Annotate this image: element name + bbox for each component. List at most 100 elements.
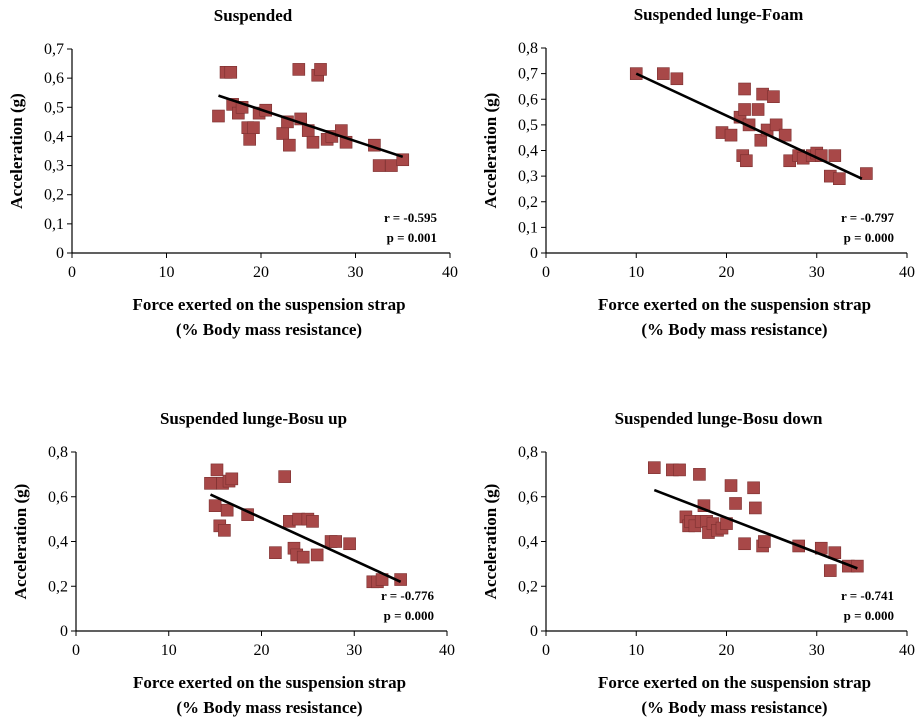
trend-line (218, 94, 404, 159)
chart-panel-1: Suspended 0 0,1 0,2 0,3 0,4 0,5 0,6 0,7 0 10 20 30 40… (7, 6, 458, 339)
data-point (306, 515, 319, 528)
x-tick-label: 10 (159, 264, 175, 281)
r-value-label: r = -0.741 (841, 588, 894, 603)
y-tick-label: 0,6 (518, 489, 538, 506)
p-value-label: p = 0.001 (387, 230, 437, 245)
data-point (276, 127, 290, 140)
data-point (778, 128, 792, 142)
y-axis-title: Acceleration (g) (7, 93, 26, 209)
y-tick-label: 0,1 (518, 219, 538, 236)
data-point (860, 167, 873, 180)
y-tick-label: 0,2 (44, 187, 64, 204)
data-point (385, 159, 398, 172)
trend-line (635, 72, 863, 180)
y-tick-label: 0,1 (44, 216, 64, 233)
data-point (225, 472, 239, 486)
x-tick-label: 20 (253, 264, 269, 281)
y-axis-title: Acceleration (g) (481, 93, 500, 209)
data-point (754, 133, 768, 147)
y-tick-label: 0,8 (48, 444, 68, 461)
data-point (283, 138, 296, 152)
y-tick-label: 0,3 (44, 158, 64, 175)
x-tick-label: 10 (628, 264, 644, 281)
y-tick-label: 0,8 (518, 444, 538, 461)
x-tick-label: 30 (809, 642, 825, 659)
x-tick-label: 30 (809, 264, 825, 281)
y-tick-label: 0,2 (518, 578, 538, 595)
y-tick-label: 0,6 (518, 91, 538, 108)
chart-title: Suspended lunge-Bosu up (160, 409, 347, 428)
data-point (292, 63, 306, 76)
x-tick-label: 0 (72, 642, 80, 659)
data-point (767, 90, 780, 103)
y-tick-label: 0,4 (48, 534, 68, 551)
x-tick-label: 20 (719, 264, 735, 281)
data-point (758, 535, 771, 548)
data-point (740, 154, 753, 168)
chart-title: Suspended (214, 6, 293, 25)
data-point (218, 524, 231, 537)
data-point (647, 461, 661, 474)
data-point (243, 133, 256, 146)
data-point (833, 172, 846, 185)
y-axis-title: Acceleration (g) (11, 484, 30, 600)
chart-title: Suspended lunge-Bosu down (615, 409, 823, 428)
data-point (823, 564, 837, 577)
data-point (329, 535, 343, 548)
p-value-label: p = 0.000 (384, 608, 434, 623)
data-point (724, 128, 738, 142)
x-axis-title-line2: (% Body mass resistance) (641, 698, 827, 717)
data-point (343, 537, 356, 551)
x-tick-label: 40 (899, 642, 915, 659)
data-point (220, 503, 234, 517)
y-tick-label: 0,8 (518, 40, 538, 57)
data-point (724, 479, 738, 492)
p-value-label: p = 0.000 (844, 230, 894, 245)
x-tick-label: 0 (542, 264, 550, 281)
y-axis-title: Acceleration (g) (481, 484, 500, 600)
data-point (212, 109, 225, 123)
x-axis-title-line2: (% Body mass resistance) (176, 698, 362, 717)
data-point (693, 468, 706, 481)
x-tick-label: 40 (442, 264, 458, 281)
data-point (204, 477, 217, 490)
data-point (749, 501, 762, 515)
p-value-label: p = 0.000 (844, 608, 894, 623)
data-point (747, 481, 760, 495)
y-tick-label: 0,2 (518, 194, 538, 211)
x-tick-label: 0 (68, 264, 76, 281)
y-tick-label: 0,4 (518, 534, 538, 551)
y-tick-label: 0,5 (518, 117, 538, 134)
data-point (738, 82, 751, 96)
x-tick-label: 40 (439, 642, 455, 659)
trend-line (653, 488, 858, 570)
x-axis-title-line2: (% Body mass resistance) (176, 320, 362, 339)
data-point (208, 499, 222, 513)
y-tick-label: 0 (60, 623, 68, 640)
r-value-label: r = -0.595 (384, 210, 438, 225)
r-value-label: r = -0.797 (841, 210, 895, 225)
x-tick-label: 30 (348, 264, 364, 281)
x-tick-label: 0 (542, 642, 550, 659)
data-point (269, 546, 282, 559)
chart-panel-2: Suspended lunge-Foam 0 0,1 0,2 0,3 0,4 0,5 0,6 0… (481, 5, 915, 339)
r-value-label: r = -0.776 (381, 588, 435, 603)
data-point (296, 550, 310, 564)
x-axis-title-line1: Force exerted on the suspension strap (598, 673, 871, 692)
x-tick-label: 20 (254, 642, 270, 659)
x-tick-label: 30 (346, 642, 362, 659)
x-axis-title-line1: Force exerted on the suspension strap (133, 673, 406, 692)
y-tick-label: 0,3 (518, 168, 538, 185)
y-tick-label: 0 (530, 623, 538, 640)
x-tick-label: 40 (899, 264, 915, 281)
data-point (372, 159, 386, 172)
data-point (278, 470, 291, 483)
data-point (729, 497, 742, 510)
y-tick-label: 0,6 (44, 70, 64, 87)
data-point (306, 135, 320, 149)
y-tick-label: 0 (530, 245, 538, 262)
data-point (657, 67, 670, 80)
data-point (751, 103, 765, 116)
data-point (828, 149, 842, 162)
